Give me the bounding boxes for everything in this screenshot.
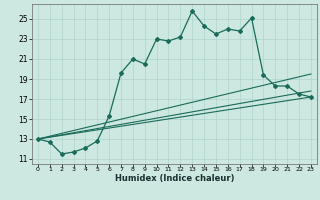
X-axis label: Humidex (Indice chaleur): Humidex (Indice chaleur) bbox=[115, 174, 234, 183]
